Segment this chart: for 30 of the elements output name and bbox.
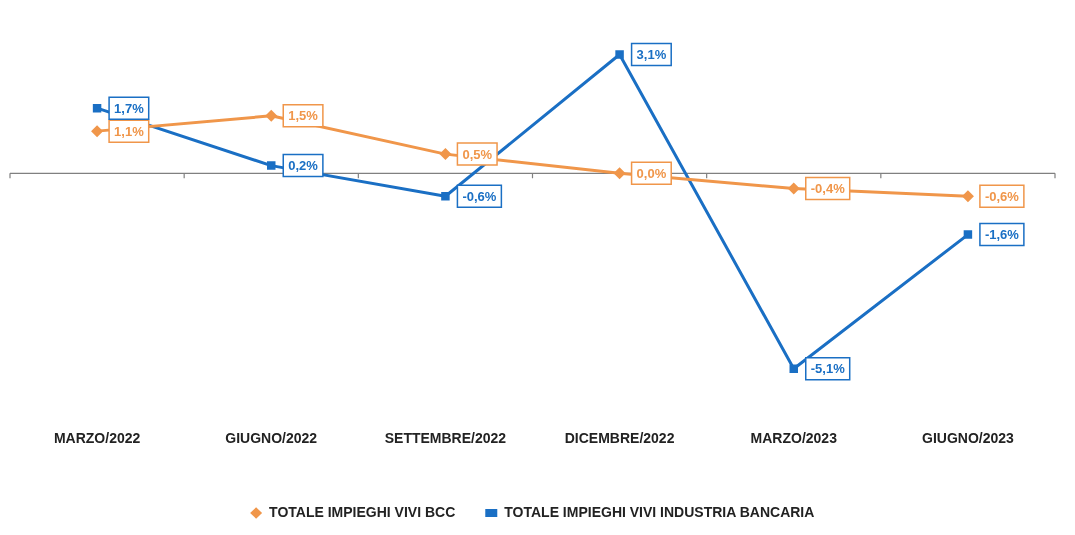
data-label: -0,6% xyxy=(462,188,497,204)
x-tick-label: GIUGNO/2023 xyxy=(922,430,1015,447)
data-label: 1,7% xyxy=(114,100,145,116)
data-label: 0,2% xyxy=(288,158,319,174)
x-tick-label: MARZO/2023 xyxy=(750,430,838,447)
point xyxy=(91,125,104,138)
data-label: 0,0% xyxy=(636,165,667,181)
point xyxy=(441,192,450,201)
x-tick-label: SETTEMBRE/2022 xyxy=(384,430,507,447)
data-label: -0,4% xyxy=(810,181,846,197)
legend-label: TOTALE IMPIEGHI VIVI BCC xyxy=(269,503,456,520)
point xyxy=(789,364,798,373)
point xyxy=(787,182,800,195)
data-label: 1,5% xyxy=(288,108,319,124)
x-tick-label: MARZO/2022 xyxy=(53,430,141,447)
data-label: -0,6% xyxy=(984,188,1020,204)
data-label: 1,1% xyxy=(114,123,145,139)
point xyxy=(267,161,276,170)
data-label: -5,1% xyxy=(810,361,846,377)
point xyxy=(613,167,626,180)
x-tick-label: DICEMBRE/2022 xyxy=(564,430,675,447)
point xyxy=(265,109,278,122)
legend-label: TOTALE IMPIEGHI VIVI INDUSTRIA BANCARIA xyxy=(504,503,815,520)
data-label: 0,5% xyxy=(462,146,493,162)
x-tick-label: GIUGNO/2022 xyxy=(225,430,318,447)
point xyxy=(963,230,973,239)
point xyxy=(615,50,624,59)
data-label: -1,6% xyxy=(984,227,1020,243)
data-label: 3,1% xyxy=(636,47,667,63)
point xyxy=(439,148,452,161)
